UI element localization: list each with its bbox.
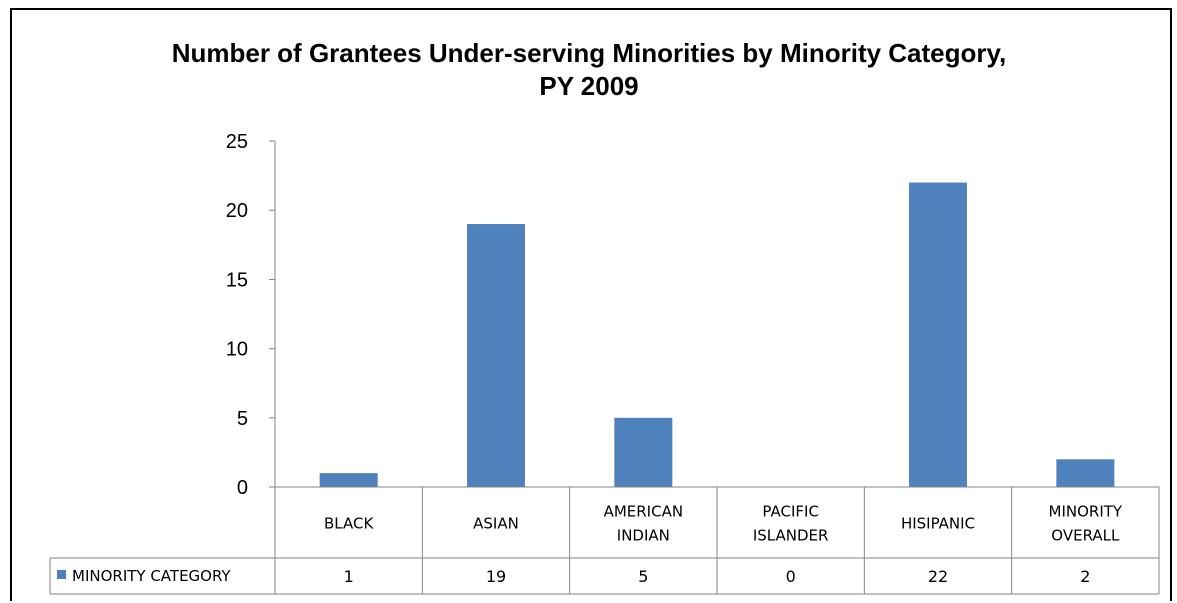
category-label: MINORITY: [1049, 503, 1123, 521]
category-label: HISIPANIC: [901, 515, 975, 533]
category-label: OVERALL: [1051, 527, 1120, 545]
bar-chart: Number of Grantees Under-serving Minorit…: [49, 38, 1160, 595]
data-table-value: 0: [786, 567, 796, 586]
bar-4: [909, 182, 967, 487]
y-tick-label: 20: [226, 200, 248, 222]
category-label: ASIAN: [473, 515, 519, 533]
data-table-value: 19: [486, 567, 506, 586]
data-table-value: 1: [344, 567, 354, 586]
bar-0: [319, 473, 378, 487]
category-label: PACIFIC: [762, 503, 819, 521]
data-table-value: 22: [928, 567, 948, 586]
y-tick-label: 5: [237, 408, 248, 430]
data-table-value: 5: [638, 567, 648, 586]
category-label: ISLANDER: [753, 527, 829, 545]
y-tick-label: 25: [226, 131, 248, 153]
data-table-value: 2: [1080, 567, 1090, 586]
y-tick-label: 15: [226, 269, 248, 291]
y-tick-label: 10: [226, 339, 248, 361]
bar-5: [1056, 459, 1115, 487]
category-label: BLACK: [324, 515, 374, 533]
y-tick-label: 0: [237, 477, 248, 499]
chart-title-line-2: PY 2009: [539, 71, 638, 101]
legend-swatch: [57, 570, 66, 579]
category-label: AMERICAN: [604, 503, 683, 521]
chart-title-line-1: Number of Grantees Under-serving Minorit…: [172, 38, 1007, 68]
chart-frame: Number of Grantees Under-serving Minorit…: [10, 8, 1172, 601]
category-label: INDIAN: [617, 527, 670, 545]
bar-1: [467, 224, 525, 488]
bar-2: [614, 417, 673, 487]
legend-label: MINORITY CATEGORY: [72, 567, 231, 585]
